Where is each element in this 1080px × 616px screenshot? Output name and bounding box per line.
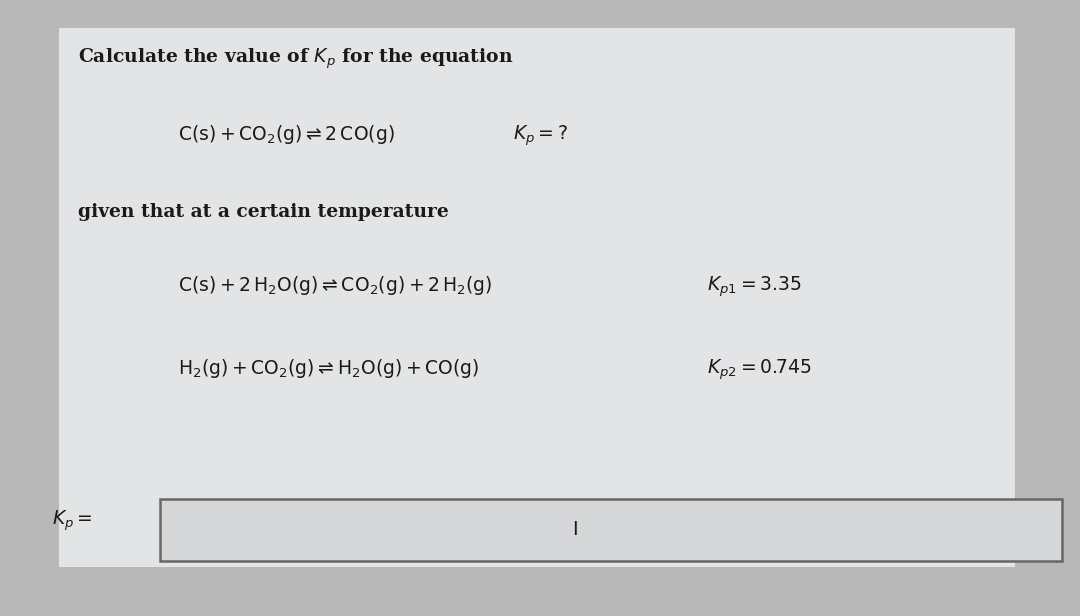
- Text: Calculate the value of $K_p$ for the equation: Calculate the value of $K_p$ for the equ…: [78, 46, 513, 71]
- Text: given that at a certain temperature: given that at a certain temperature: [78, 203, 448, 221]
- Text: $K_{p1} = 3.35$: $K_{p1} = 3.35$: [707, 274, 802, 299]
- Text: $K_{p2} = 0.745$: $K_{p2} = 0.745$: [707, 357, 812, 382]
- Text: I: I: [571, 521, 578, 539]
- Text: $\mathrm{C(s) + CO_2(g) \rightleftharpoons 2\,CO(g)}$: $\mathrm{C(s) + CO_2(g) \rightleftharpoo…: [178, 123, 395, 146]
- Text: $K_p = ?$: $K_p = ?$: [513, 123, 568, 148]
- Text: $\mathrm{C(s) + 2\,H_2O(g) \rightleftharpoons CO_2(g) + 2\,H_2(g)}$: $\mathrm{C(s) + 2\,H_2O(g) \rightlefthar…: [178, 274, 492, 297]
- Text: $\mathrm{H_2(g) + CO_2(g) \rightleftharpoons H_2O(g) + CO(g)}$: $\mathrm{H_2(g) + CO_2(g) \rightleftharp…: [178, 357, 480, 380]
- Text: $K_p =$: $K_p =$: [52, 508, 93, 533]
- FancyBboxPatch shape: [160, 499, 1062, 561]
- FancyBboxPatch shape: [59, 28, 1015, 567]
